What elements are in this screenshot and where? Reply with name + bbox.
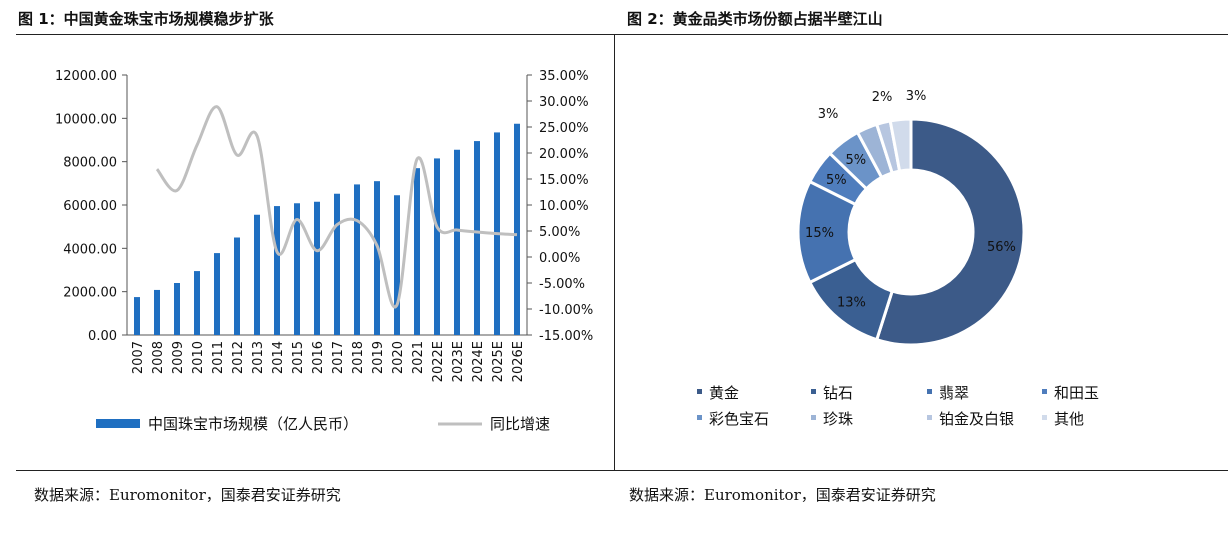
x-axis-tick-label: 2009 [171,341,186,374]
bar [334,193,340,335]
legend-bar-label: 中国珠宝市场规模（亿人民币） [148,415,358,433]
right-axis-tick-label: 15.00% [539,173,589,188]
x-axis-tick-label: 2010 [191,341,206,374]
right-axis-tick-label: 10.00% [539,199,589,214]
bar [174,283,180,335]
legend-swatch [811,415,816,420]
x-axis-tick-label: 2018 [351,341,366,374]
left-axis-tick-label: 8000.00 [63,156,117,171]
bar [194,271,200,335]
left-axis-tick-label: 12000.00 [55,69,117,84]
bar [374,181,380,335]
bar [294,203,300,335]
left-axis-tick-label: 10000.00 [55,112,117,127]
legend-label: 珍珠 [823,410,853,428]
x-axis-tick-label: 2016 [311,341,326,374]
legend-swatch [1042,389,1047,394]
right-axis-tick-label: -5.00% [539,277,585,292]
bar [474,141,480,335]
legend-label: 彩色宝石 [709,410,769,428]
x-axis-tick-label: 2007 [131,341,146,374]
x-axis-tick-label: 2014 [271,341,286,374]
right-axis-tick-label: -10.00% [539,303,593,318]
legend-swatch [811,389,816,394]
donut-slice [888,117,913,173]
legend-label: 和田玉 [1054,384,1099,402]
left-axis-tick-label: 4000.00 [63,242,117,257]
slice-label: 15% [805,226,834,241]
x-axis-tick-label: 2011 [211,341,226,374]
bar [414,168,420,335]
legend-label: 翡翠 [939,384,969,402]
x-axis-tick-label: 2012 [231,341,246,374]
legend-bar-swatch [96,419,140,428]
legend-swatch [927,389,932,394]
bar [234,237,240,335]
bar [454,149,460,335]
figure-2-title: 图 2：黄金品类市场份额占据半壁江山 [627,10,883,28]
x-axis-tick-label: 2015 [291,341,306,374]
x-axis-tick-label: 2013 [251,341,266,374]
legend-label: 黄金 [709,384,739,402]
growth-line [155,105,518,309]
bar [154,289,160,335]
legend-swatch [927,415,932,420]
right-axis-tick-label: -15.00% [539,329,593,344]
top-rule [16,34,1228,35]
bottom-rule [16,470,1228,471]
bar [434,158,440,335]
donut-slice [874,117,1026,347]
x-axis-tick-label: 2019 [371,341,386,374]
panel-divider [614,34,615,471]
slice-label: 2% [872,90,893,105]
legend-line-label: 同比增速 [490,415,550,433]
x-axis-tick-label: 2023E [451,341,466,382]
legend-label: 其他 [1054,410,1084,428]
combo-chart: 0.00 2000.00 4000.00 6000.00 8000.00 10000.00… [55,69,593,433]
bar [274,206,280,335]
right-axis-tick-label: 35.00% [539,69,589,84]
left-axis-tick-label: 2000.00 [63,286,117,301]
x-axis-tick-label: 2024E [471,341,486,382]
slice-label: 3% [818,107,839,122]
right-axis-tick-label: 25.00% [539,121,589,136]
x-axis-tick-label: 2021 [411,341,426,374]
figure-1-title: 图 1：中国黄金珠宝市场规模稳步扩张 [18,10,274,28]
x-axis-tick-label: 2017 [331,341,346,374]
bar [254,214,260,335]
x-axis-tick-label: 2020 [391,341,406,374]
legend-label: 钻石 [823,384,853,402]
legend-swatch [1042,415,1047,420]
slice-label: 5% [846,153,867,168]
legend-label: 铂金及白银 [939,410,1014,428]
bar [314,201,320,335]
slice-label: 56% [987,240,1016,255]
legend-swatch [697,389,702,394]
x-axis-tick-label: 2026E [511,341,526,382]
left-axis-tick-label: 6000.00 [63,199,117,214]
slice-label: 5% [826,173,847,188]
bar [514,123,520,335]
right-axis-tick-label: 20.00% [539,147,589,162]
slice-label: 3% [906,89,927,104]
figure-1-source: 数据来源：Euromonitor，国泰君安证券研究 [34,486,341,504]
right-axis-tick-label: 5.00% [539,225,580,240]
bar [214,253,220,335]
left-axis-tick-label: 0.00 [88,329,117,344]
right-axis-tick-label: 0.00% [539,251,580,266]
bar [134,297,140,335]
legend-swatch [697,415,702,420]
x-axis-tick-label: 2008 [151,341,166,374]
bar [354,184,360,335]
figure-2-source: 数据来源：Euromonitor，国泰君安证券研究 [629,486,936,504]
bar [394,195,400,335]
slice-label: 13% [837,295,866,310]
right-axis-tick-label: 30.00% [539,95,589,110]
x-axis-tick-label: 2025E [491,341,506,382]
x-axis-tick-label: 2022E [431,341,446,382]
